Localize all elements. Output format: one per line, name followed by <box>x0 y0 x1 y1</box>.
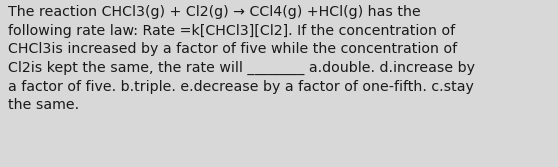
Text: The reaction CHCl3(g) + Cl2(g) → CCl4(g) +HCl(g) has the
following rate law: Rat: The reaction CHCl3(g) + Cl2(g) → CCl4(g)… <box>8 5 475 112</box>
